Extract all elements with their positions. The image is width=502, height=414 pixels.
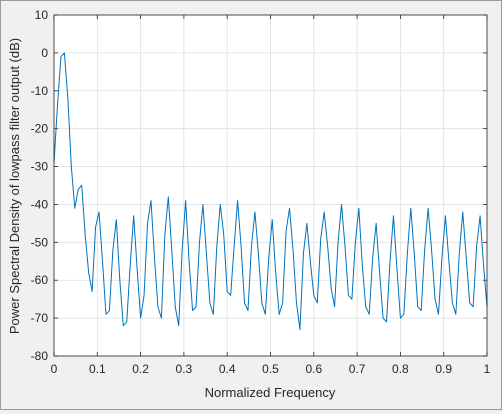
x-tick-label: 0.3	[176, 362, 193, 376]
x-tick-label: 0.4	[219, 362, 236, 376]
y-tick-label: 0	[41, 46, 48, 60]
x-tick-label: 0.1	[89, 362, 106, 376]
y-tick-label: -40	[31, 197, 49, 211]
x-tick-label: 0.5	[262, 362, 279, 376]
y-tick-label: -30	[31, 160, 49, 174]
x-tick-labels: 0 0.1 0.2 0.3 0.4 0.5 0.6 0.7 0.8 0.9 1	[51, 362, 491, 376]
y-tick-label: -20	[31, 122, 49, 136]
y-axis-label: Power Spectral Density of lowpass filter…	[7, 38, 22, 334]
x-tick-label: 0.6	[305, 362, 322, 376]
y-tick-label: -80	[31, 349, 49, 363]
x-tick-label: 0.8	[392, 362, 409, 376]
y-tick-label: -10	[31, 84, 49, 98]
y-tick-label: 10	[35, 8, 49, 22]
y-tick-label: -50	[31, 235, 49, 249]
x-axis-label: Normalized Frequency	[205, 385, 336, 400]
x-tick-label: 0	[51, 362, 58, 376]
y-tick-label: -60	[31, 273, 49, 287]
x-tick-label: 0.2	[132, 362, 149, 376]
y-tick-label: -70	[31, 311, 49, 325]
x-tick-label: 0.9	[435, 362, 452, 376]
plot-frame	[53, 14, 488, 357]
psd-series-line	[53, 52, 488, 330]
y-tick-labels: 10 0 -10 -20 -30 -40 -50 -60 -70 -80	[31, 8, 49, 363]
x-tick-label: 0.7	[349, 362, 366, 376]
x-tick-label: 1	[484, 362, 491, 376]
